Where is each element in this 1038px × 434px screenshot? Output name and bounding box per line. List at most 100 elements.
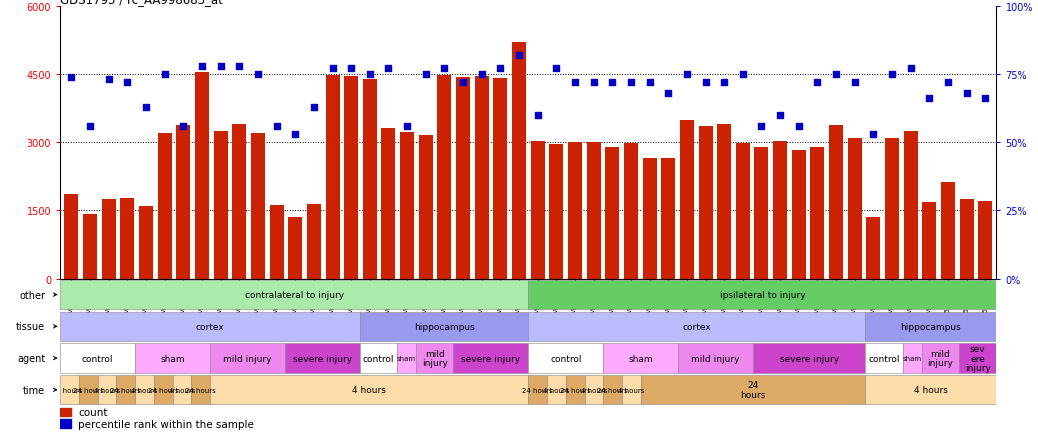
Bar [210,375,528,404]
Bar [116,375,135,404]
Point [883,71,900,78]
Point [249,71,266,78]
Bar [135,375,154,404]
Text: percentile rank within the sample: percentile rank within the sample [78,419,254,429]
Text: cortex: cortex [195,322,224,331]
Text: sham: sham [903,355,922,361]
Text: count: count [78,408,108,418]
Point [417,71,434,78]
Text: agent: agent [17,353,46,363]
Text: GDS1795 / rc_AA998683_at: GDS1795 / rc_AA998683_at [60,0,223,7]
Bar [289,218,302,279]
Bar [829,125,843,279]
Point [380,66,397,72]
Text: 24 hours: 24 hours [185,387,216,393]
Bar [605,147,620,279]
Bar [102,200,115,279]
Point [324,66,340,72]
Point [548,66,565,72]
Point [921,96,937,103]
Text: 4 hours: 4 hours [914,385,948,395]
Text: control: control [869,354,900,363]
Point [641,79,658,86]
Point [492,66,509,72]
Text: 24 hours: 24 hours [597,387,628,393]
Point [119,79,136,86]
Bar [64,195,79,279]
Text: sham: sham [160,354,185,363]
Bar [978,202,992,279]
Text: contralateral to injury: contralateral to injury [245,290,344,299]
Point [305,104,322,111]
Point [827,71,844,78]
Bar [214,132,227,279]
Bar [866,375,996,404]
Bar [867,218,880,279]
Bar [584,375,603,404]
Point [473,71,490,78]
Bar [603,344,678,373]
Bar [158,134,171,279]
Bar [98,375,116,404]
Text: 4 hours: 4 hours [619,387,645,393]
Bar [270,205,283,279]
Bar [382,128,395,279]
Text: severe injury: severe injury [293,354,352,363]
Bar [418,135,433,279]
Text: mild
injury: mild injury [927,349,953,368]
Text: cortex: cortex [683,322,711,331]
Point [754,123,770,130]
Point [230,63,247,70]
Bar [284,344,360,373]
Bar [345,77,358,279]
Bar [360,312,528,341]
Text: 24
hours: 24 hours [740,381,766,399]
Point [567,79,583,86]
Text: severe injury: severe injury [461,354,520,363]
Bar [251,134,265,279]
Text: sev
ere
injury: sev ere injury [964,344,990,372]
Bar [528,344,603,373]
Text: 24 hours: 24 hours [110,387,141,393]
Bar [811,147,824,279]
Bar [866,312,996,341]
Text: mild injury: mild injury [691,354,740,363]
Text: 4 hours: 4 hours [580,387,607,393]
Text: mild injury: mild injury [223,354,272,363]
Text: 4 hours: 4 hours [131,387,158,393]
Text: 24 hours: 24 hours [559,387,591,393]
Bar [960,200,974,279]
Bar [195,73,209,279]
Bar [941,182,955,279]
Bar [568,143,582,279]
Point [958,90,975,97]
Bar [60,408,71,417]
Bar [474,77,489,279]
Bar [135,344,210,373]
Bar [792,151,805,279]
Point [810,79,826,86]
Text: 4 hours: 4 hours [543,387,570,393]
Bar [923,203,936,279]
Bar [233,125,246,279]
Text: time: time [23,385,46,395]
Point [455,79,471,86]
Bar [456,78,470,279]
Text: other: other [20,290,46,300]
Bar [643,159,657,279]
Bar [904,132,918,279]
Bar [454,344,528,373]
Bar [622,375,640,404]
Point [604,79,621,86]
Point [846,79,863,86]
Text: 4 hours: 4 hours [169,387,195,393]
Text: 24 hours: 24 hours [73,387,104,393]
Point [213,63,229,70]
Point [157,71,173,78]
Bar [60,280,528,309]
Point [399,123,415,130]
Text: control: control [363,354,394,363]
Bar [699,127,712,279]
Bar [400,132,414,279]
Bar [60,375,79,404]
